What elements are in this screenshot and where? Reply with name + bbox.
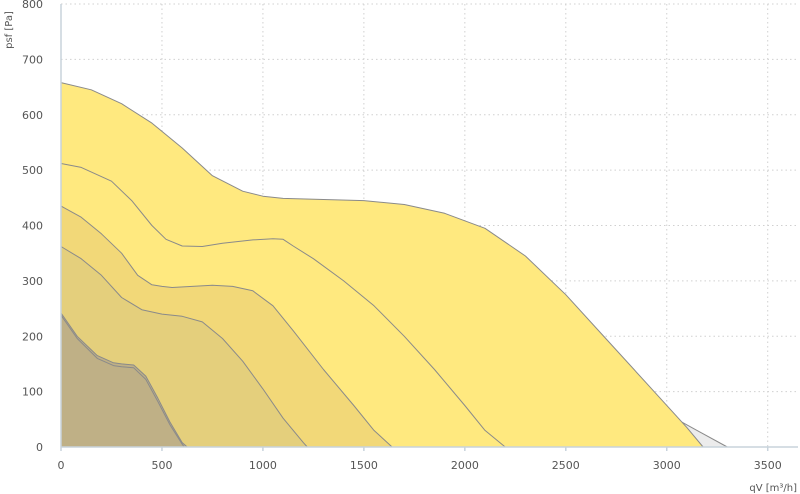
axes xyxy=(60,4,798,451)
x-axis-title: qV [m³/h] xyxy=(749,483,797,494)
y-tick-label: 700 xyxy=(22,53,43,66)
y-tick-label: 200 xyxy=(22,330,43,343)
y-tick-label: 500 xyxy=(22,164,43,177)
tick-labels: 0 100 200 300 400 500 600 700 800 0 500 1000 1500 200… xyxy=(22,0,782,472)
y-tick-label: 400 xyxy=(22,220,43,233)
x-tick-label: 500 xyxy=(151,459,172,472)
x-tick-label: 0 xyxy=(58,459,65,472)
x-tick-label: 3500 xyxy=(754,459,782,472)
y-tick-label: 800 xyxy=(22,0,43,11)
x-tick-label: 2500 xyxy=(552,459,580,472)
fan-curve-area-7 xyxy=(60,314,185,448)
x-tick-label: 2000 xyxy=(451,459,479,472)
y-tick-label: 100 xyxy=(22,386,43,399)
x-tick-label: 3000 xyxy=(653,459,681,472)
y-tick-label: 300 xyxy=(22,275,43,288)
y-tick-label: 600 xyxy=(22,109,43,122)
plot-areas xyxy=(60,82,728,448)
y-tick-label: 0 xyxy=(36,441,43,454)
x-tick-label: 1000 xyxy=(249,459,277,472)
x-tick-label: 1500 xyxy=(350,459,378,472)
y-axis-title: psf [Pa] xyxy=(4,11,15,49)
